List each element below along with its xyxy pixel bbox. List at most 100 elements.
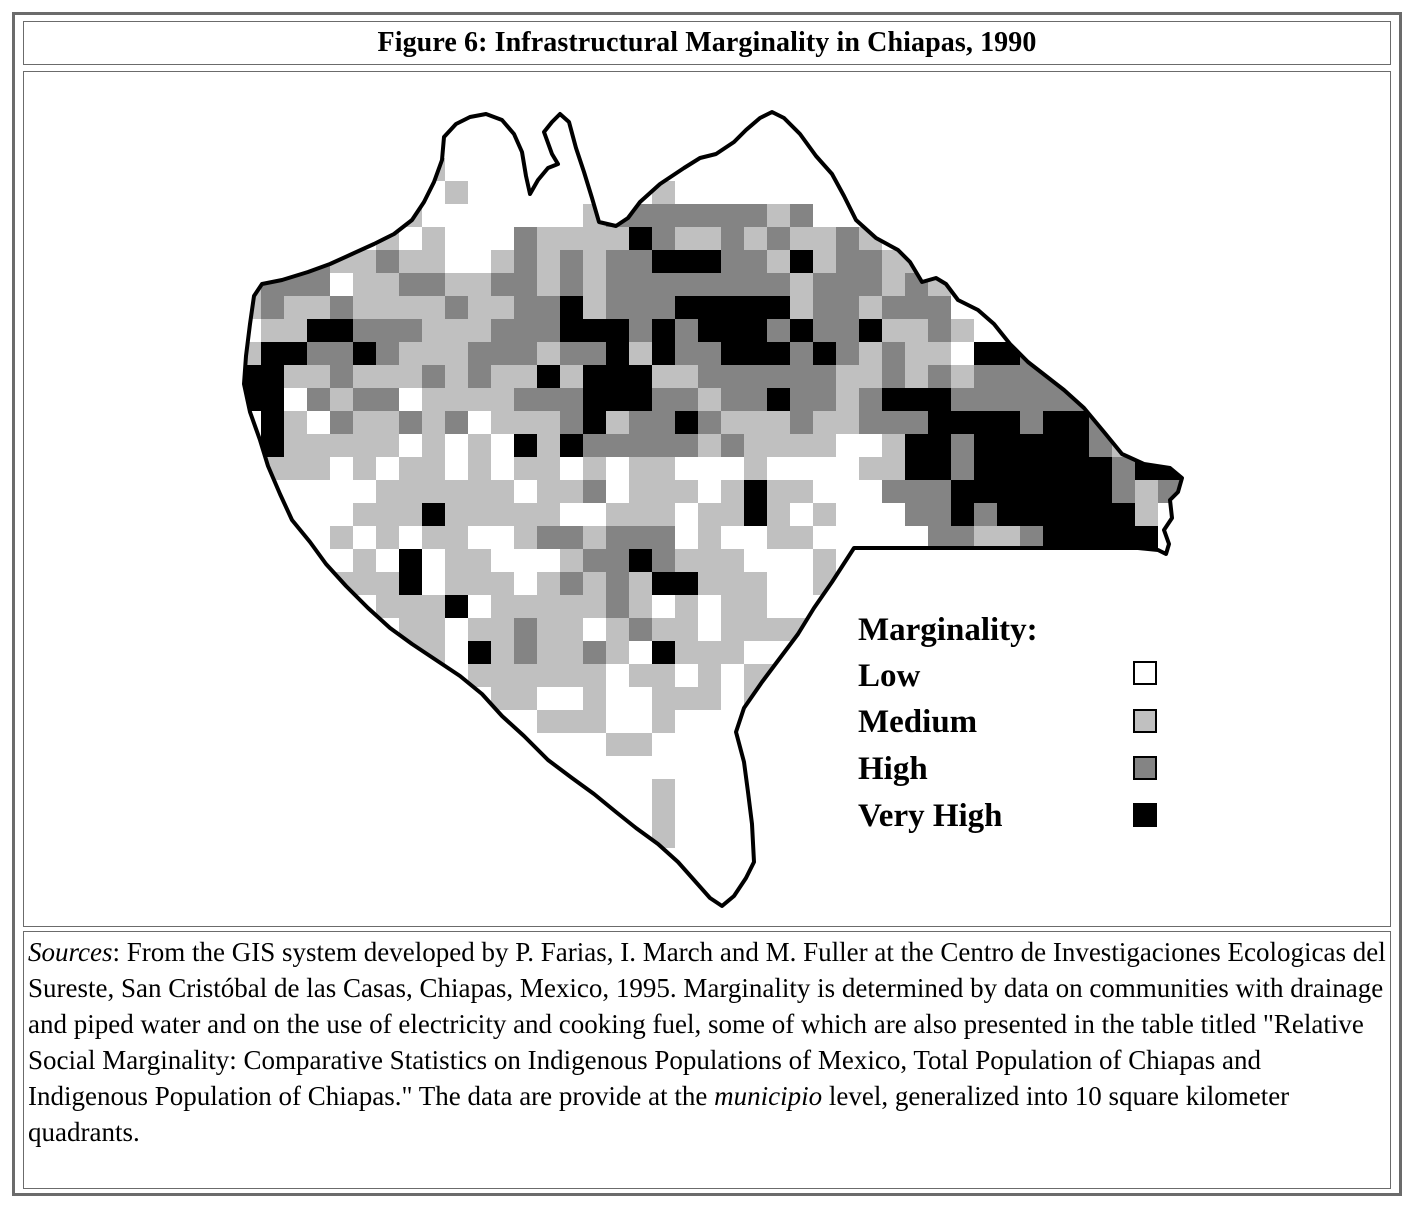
quadrant [399, 595, 422, 618]
quadrant [514, 687, 537, 710]
quadrant [468, 549, 491, 572]
quadrant [537, 641, 560, 664]
quadrant [1043, 411, 1066, 434]
quadrant [951, 480, 974, 503]
quadrant [560, 526, 583, 549]
quadrant [836, 319, 859, 342]
quadrant [836, 388, 859, 411]
quadrant [261, 112, 284, 135]
quadrant [744, 503, 767, 526]
quadrant [353, 641, 376, 664]
quadrant [675, 480, 698, 503]
quadrant [491, 365, 514, 388]
quadrant [376, 572, 399, 595]
quadrant [698, 503, 721, 526]
quadrant [698, 388, 721, 411]
quadrant [376, 342, 399, 365]
quadrant [514, 296, 537, 319]
quadrant [1020, 434, 1043, 457]
quadrant [284, 319, 307, 342]
quadrant [836, 342, 859, 365]
quadrant [560, 549, 583, 572]
quadrant [744, 411, 767, 434]
quadrant [652, 204, 675, 227]
quadrant [997, 342, 1020, 365]
quadrant [744, 457, 767, 480]
quadrant [951, 503, 974, 526]
quadrant [1066, 365, 1089, 388]
quadrant [744, 434, 767, 457]
quadrant [882, 342, 905, 365]
quadrant [1020, 779, 1043, 802]
quadrant [537, 572, 560, 595]
quadrant [629, 733, 652, 756]
quadrant [744, 618, 767, 641]
quadrant [583, 457, 606, 480]
quadrant [445, 503, 468, 526]
quadrant [652, 779, 675, 802]
quadrant [721, 250, 744, 273]
quadrant [537, 526, 560, 549]
quadrant [1043, 480, 1066, 503]
quadrant [583, 388, 606, 411]
quadrant [1112, 296, 1135, 319]
quadrant [537, 342, 560, 365]
quadrant [399, 342, 422, 365]
quadrant [1089, 526, 1112, 549]
quadrant [698, 365, 721, 388]
quadrant [629, 204, 652, 227]
quadrant [560, 871, 583, 894]
quadrant [790, 227, 813, 250]
quadrant [652, 365, 675, 388]
quadrant [836, 365, 859, 388]
quadrant [1089, 342, 1112, 365]
quadrant [1020, 526, 1043, 549]
quadrant [560, 710, 583, 733]
quadrant [905, 388, 928, 411]
quadrant [1112, 365, 1135, 388]
quadrant [606, 227, 629, 250]
quadrant [560, 618, 583, 641]
quadrant [583, 480, 606, 503]
quadrant [1020, 549, 1043, 572]
quadrant [790, 411, 813, 434]
quadrant [244, 250, 261, 273]
quadrant [284, 434, 307, 457]
quadrant [629, 112, 652, 135]
quadrant [928, 319, 951, 342]
quadrant [330, 411, 353, 434]
quadrant [307, 595, 330, 618]
quadrant [353, 342, 376, 365]
quadrant [422, 227, 445, 250]
quadrant [376, 273, 399, 296]
quadrant [997, 365, 1020, 388]
quadrant [997, 526, 1020, 549]
quadrant [330, 434, 353, 457]
quadrant [997, 480, 1020, 503]
sources-label: Sources [28, 937, 113, 967]
quadrant [468, 572, 491, 595]
quadrant [629, 457, 652, 480]
quadrant [261, 388, 284, 411]
quadrant [1043, 342, 1066, 365]
quadrant [790, 526, 813, 549]
quadrant [468, 457, 491, 480]
quadrant [583, 595, 606, 618]
quadrant [445, 549, 468, 572]
quadrant [675, 388, 698, 411]
quadrant [583, 549, 606, 572]
quadrant [882, 250, 905, 273]
quadrant [1043, 388, 1066, 411]
quadrant [606, 549, 629, 572]
quadrant [560, 434, 583, 457]
quadrant [560, 227, 583, 250]
quadrant [307, 319, 330, 342]
quadrant [813, 503, 836, 526]
quadrant [583, 710, 606, 733]
quadrant [1020, 457, 1043, 480]
quadrant [1043, 434, 1066, 457]
quadrant [353, 319, 376, 342]
quadrant [399, 894, 422, 906]
quadrant [560, 273, 583, 296]
quadrant [307, 296, 330, 319]
